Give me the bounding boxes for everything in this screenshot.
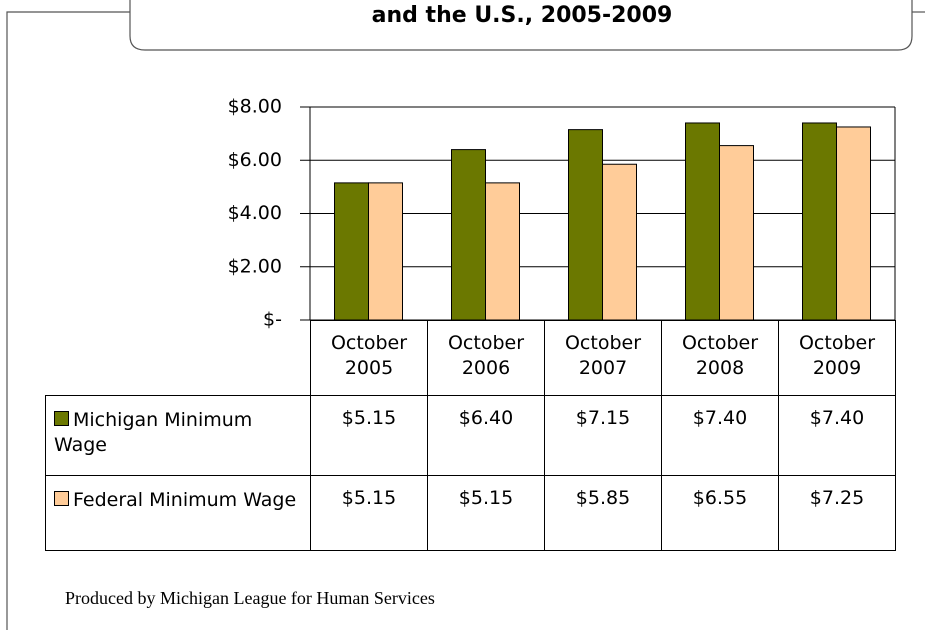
y-tick-label: $2.00 bbox=[228, 255, 282, 277]
data-label: $7.25 bbox=[778, 475, 896, 551]
y-tick-label: $- bbox=[263, 309, 282, 331]
x-tick-label: October 2007 bbox=[544, 320, 662, 396]
x-tick-label: October 2005 bbox=[310, 320, 428, 396]
data-label: $5.15 bbox=[310, 475, 428, 551]
chart-title: and the U.S., 2005-2009 bbox=[372, 3, 673, 28]
bar bbox=[719, 145, 754, 321]
data-label: $5.15 bbox=[310, 395, 428, 476]
bar bbox=[334, 182, 369, 321]
data-label: $7.40 bbox=[778, 395, 896, 476]
data-label: $5.85 bbox=[544, 475, 662, 551]
data-label: $7.40 bbox=[661, 395, 779, 476]
x-tick-label: October 2009 bbox=[778, 320, 896, 396]
y-tick-label: $8.00 bbox=[228, 96, 282, 118]
x-tick-label: October 2006 bbox=[427, 320, 545, 396]
bar bbox=[685, 122, 720, 321]
bar bbox=[802, 122, 837, 321]
legend-entry: Michigan Minimum Wage bbox=[45, 395, 311, 476]
data-label: $7.15 bbox=[544, 395, 662, 476]
legend-entry: Federal Minimum Wage bbox=[45, 475, 311, 551]
data-label: $5.15 bbox=[427, 475, 545, 551]
bar bbox=[602, 163, 637, 321]
bar bbox=[451, 149, 486, 321]
legend-label: Federal Minimum Wage bbox=[73, 489, 297, 511]
footer: Produced by Michigan League for Human Se… bbox=[65, 588, 435, 608]
legend-swatch bbox=[54, 411, 69, 426]
legend-swatch bbox=[54, 491, 69, 506]
frame bbox=[6, 11, 130, 630]
bar bbox=[368, 182, 403, 321]
bar bbox=[836, 126, 871, 321]
data-label: $6.55 bbox=[661, 475, 779, 551]
y-tick-label: $4.00 bbox=[228, 202, 282, 224]
bar bbox=[568, 129, 603, 321]
bar bbox=[485, 182, 520, 321]
y-tick-label: $6.00 bbox=[228, 149, 282, 171]
x-tick-label: October 2008 bbox=[661, 320, 779, 396]
legend-label: Michigan Minimum Wage bbox=[54, 409, 253, 456]
data-label: $6.40 bbox=[427, 395, 545, 476]
title-box bbox=[129, 0, 913, 51]
